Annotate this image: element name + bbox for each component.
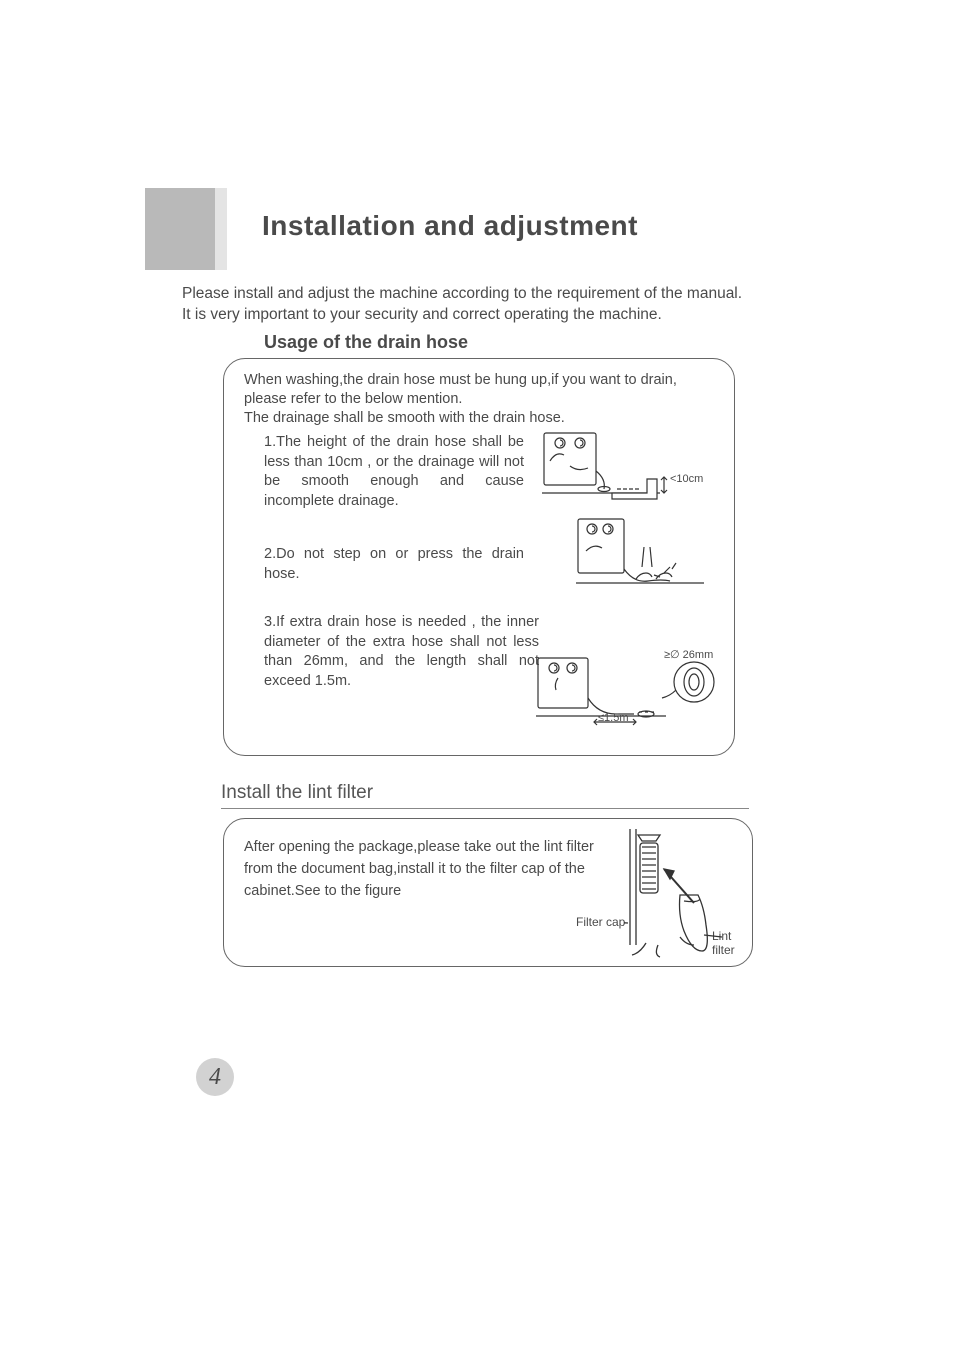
- install-filter-title: Install the lint filter: [221, 782, 373, 804]
- intro-paragraph: Please install and adjust the machine ac…: [182, 284, 742, 326]
- drain-hose-item-2: 2.Do not step on or press the drain hose…: [264, 545, 524, 584]
- label-15m: ≤1.5m: [598, 712, 629, 724]
- label-10cm: <10cm: [670, 473, 703, 485]
- label-26mm: ≥∅ 26mm: [664, 648, 713, 661]
- lint-filter-box: After opening the package,please take ou…: [223, 818, 753, 967]
- drain-hose-illustration-1: <10cm: [542, 431, 717, 501]
- drain-intro-line1: When washing,the drain hose must be hung…: [244, 372, 677, 388]
- page-number-badge: 4: [196, 1058, 234, 1096]
- page-number: 4: [209, 1064, 221, 1091]
- section-divider-line: [221, 808, 749, 809]
- drain-hose-item-3: 3.If extra drain hose is needed , the in…: [264, 613, 539, 691]
- drain-hose-illustration-3: ≥∅ 26mm ≤1.5m: [536, 654, 726, 732]
- drain-hose-illustration-2: [576, 517, 706, 595]
- drain-hose-box: When washing,the drain hose must be hung…: [223, 358, 735, 756]
- drain-intro-line2: please refer to the below mention.: [244, 391, 462, 407]
- filter-cap-label: Filter cap: [576, 915, 625, 929]
- drain-hose-intro: When washing,the drain hose must be hung…: [244, 371, 714, 428]
- drain-intro-line3: The drainage shall be smooth with the dr…: [244, 410, 565, 426]
- page-title: Installation and adjustment: [262, 210, 638, 242]
- manual-page: Installation and adjustment Please insta…: [0, 0, 954, 1350]
- drain-hose-item-1: 1.The height of the drain hose shall be …: [264, 433, 524, 511]
- usage-section-title: Usage of the drain hose: [264, 332, 468, 353]
- lint-filter-text: After opening the package,please take ou…: [244, 837, 614, 902]
- intro-line-1: Please install and adjust the machine ac…: [182, 285, 742, 302]
- lint-filter-illustration: [624, 825, 764, 960]
- intro-line-2: It is very important to your security an…: [182, 306, 662, 323]
- header-tab-block: [145, 188, 215, 270]
- header-tab-bar: [215, 188, 227, 270]
